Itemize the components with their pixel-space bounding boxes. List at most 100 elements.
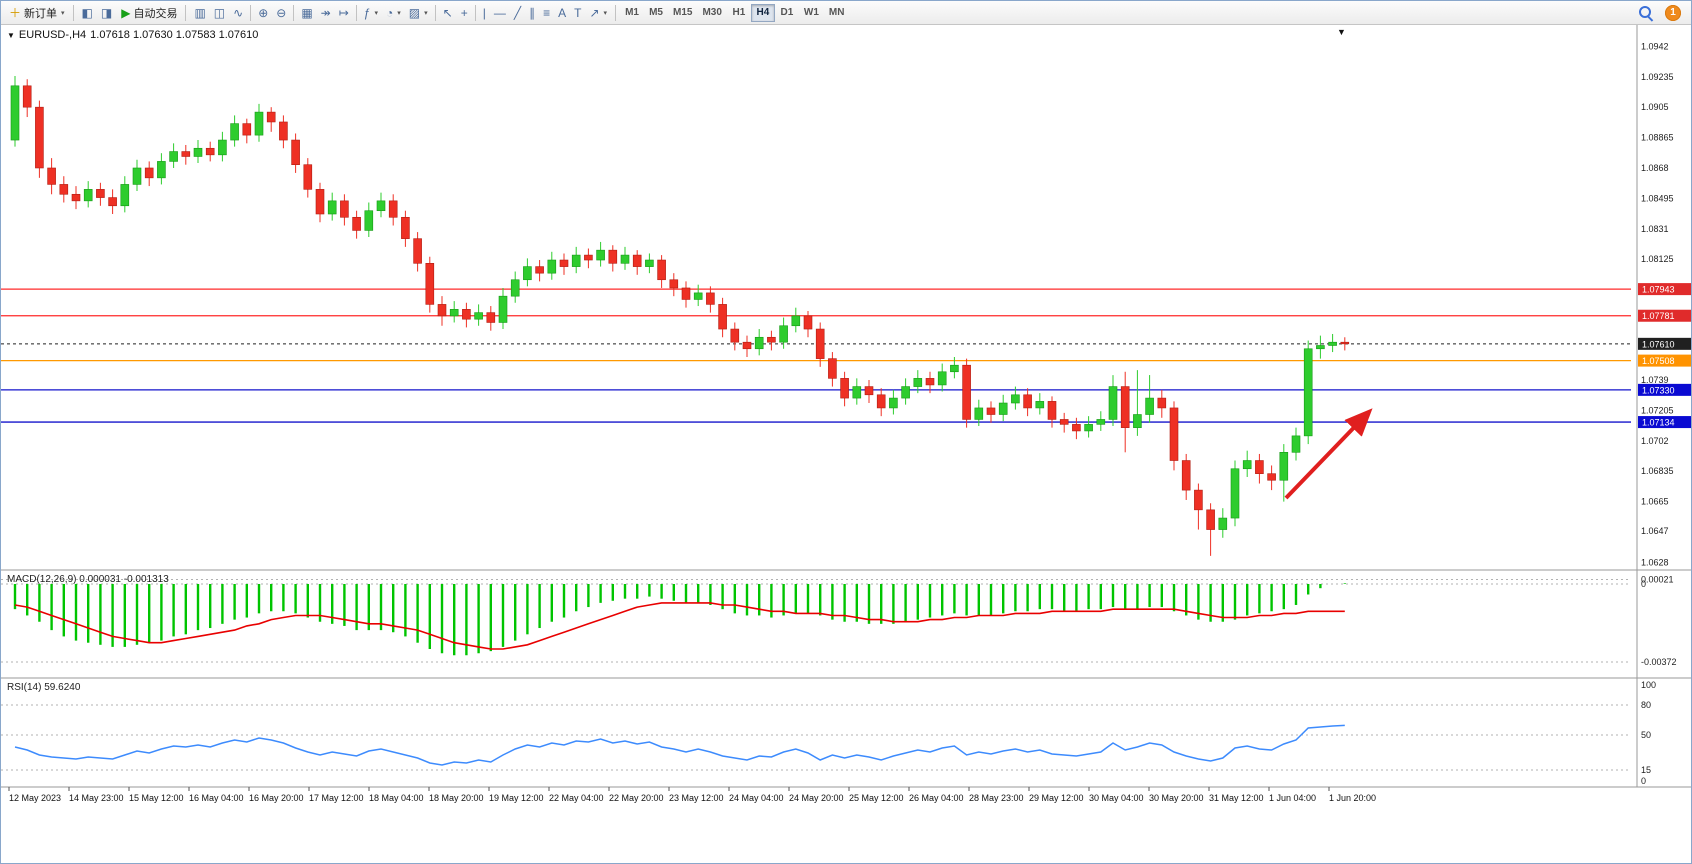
candle-body bbox=[645, 259, 654, 267]
candle-body bbox=[193, 147, 203, 157]
chart-ohlc-title: ▼ EURUSD-,H4 1.07618 1.07630 1.07583 1.0… bbox=[7, 29, 258, 41]
time-axis-label: 14 May 23:00 bbox=[69, 793, 124, 803]
zoom-in-icon: ⊕ bbox=[258, 5, 269, 20]
auto-trading-icon: ▶ bbox=[121, 5, 131, 20]
templates-caret-icon: ▾ bbox=[424, 9, 428, 17]
time-axis-label: 16 May 20:00 bbox=[249, 793, 304, 803]
candle-body bbox=[718, 304, 727, 330]
price-axis-label: 1.0702 bbox=[1641, 436, 1669, 446]
arrows-icon: ↗ bbox=[589, 5, 600, 20]
collapse-triangle-icon[interactable]: ▼ bbox=[7, 30, 15, 40]
price-axis-label: 1.07205 bbox=[1641, 405, 1674, 415]
time-axis-label: 23 May 12:00 bbox=[669, 793, 724, 803]
navigator-button[interactable]: ◨ bbox=[97, 3, 116, 23]
candle-body bbox=[462, 309, 471, 320]
candle-body bbox=[474, 312, 483, 320]
candle-body bbox=[364, 210, 374, 231]
timeframe-h1-button[interactable]: H1 bbox=[727, 4, 751, 22]
rsi-axis-label: 0 bbox=[1641, 776, 1646, 786]
timeframe-m30-button[interactable]: M30 bbox=[697, 4, 726, 22]
bar-chart-button[interactable]: ▥ bbox=[190, 3, 209, 23]
candle-body bbox=[59, 184, 69, 195]
price-axis-label: 1.06835 bbox=[1641, 466, 1674, 476]
candle-body bbox=[1145, 397, 1154, 415]
macd-axis-label: 0 bbox=[1641, 579, 1646, 589]
timeframe-w1-button[interactable]: W1 bbox=[799, 4, 824, 22]
chart-shift-button[interactable]: ↦ bbox=[335, 3, 353, 23]
line-chart-button[interactable]: ∿ bbox=[229, 3, 247, 23]
fibonacci-button[interactable]: ≡ bbox=[539, 3, 554, 23]
candle-body bbox=[291, 139, 300, 165]
zoom-in-button[interactable]: ⊕ bbox=[254, 3, 272, 23]
timeframe-m1-button[interactable]: M1 bbox=[620, 4, 644, 22]
arrows-button[interactable]: ↗ ▾ bbox=[585, 3, 611, 23]
candle-body bbox=[425, 263, 435, 305]
periods-button[interactable]: ◔ ▾ bbox=[382, 3, 405, 23]
price-axis-label: 1.08125 bbox=[1641, 254, 1674, 264]
time-axis-label: 16 May 04:00 bbox=[189, 793, 244, 803]
crosshair-button[interactable]: + bbox=[457, 3, 472, 23]
candle-body bbox=[303, 164, 313, 190]
candle-body bbox=[1328, 341, 1337, 346]
candle-body bbox=[1291, 435, 1301, 453]
new-order-button[interactable]: ＋ 新订单 ▾ bbox=[5, 3, 69, 23]
cursor-button[interactable]: ↖ bbox=[439, 3, 457, 23]
zoom-out-button[interactable]: ⊖ bbox=[272, 3, 290, 23]
price-axis-label: 1.08865 bbox=[1641, 133, 1674, 143]
time-axis-label: 25 May 12:00 bbox=[849, 793, 904, 803]
candlestick-chart-button[interactable]: ◫ bbox=[210, 3, 229, 23]
templates-button[interactable]: ▨ ▾ bbox=[405, 3, 432, 23]
candle-body bbox=[1059, 419, 1069, 425]
candle-body bbox=[1133, 414, 1142, 428]
line-chart-icon: ∿ bbox=[233, 5, 244, 20]
cursor-icon: ↖ bbox=[442, 5, 453, 20]
candle-body bbox=[35, 106, 44, 169]
time-axis[interactable]: 12 May 2023 14 May 23:00 15 May 12:00 16 Ma… bbox=[8, 787, 1376, 803]
price-tag-text: 1.07508 bbox=[1642, 356, 1675, 366]
auto-trading-button[interactable]: ▶ 自动交易 bbox=[117, 3, 181, 23]
trend-arrow[interactable] bbox=[1284, 408, 1373, 500]
candle-body bbox=[498, 295, 508, 323]
tile-windows-button[interactable]: ▦ bbox=[297, 3, 316, 23]
price-axis-label: 1.0831 bbox=[1641, 224, 1669, 234]
text-button[interactable]: A bbox=[554, 3, 570, 23]
price-tag-1.07508 bbox=[1638, 354, 1691, 367]
timeframe-mn-button[interactable]: MN bbox=[824, 4, 850, 22]
timeframe-m15-button[interactable]: M15 bbox=[668, 4, 697, 22]
candle-body bbox=[730, 328, 740, 343]
rsi-axis-label: 80 bbox=[1641, 700, 1651, 710]
timeframe-m5-button[interactable]: M5 bbox=[644, 4, 668, 22]
price-tag-1.07330 bbox=[1638, 383, 1691, 396]
candle-body bbox=[791, 315, 801, 327]
price-chart[interactable]: ▼0.000210-0.0037210080501501.09421.09235… bbox=[1, 25, 1692, 864]
candle-body bbox=[571, 254, 581, 267]
market-watch-button[interactable]: ◧ bbox=[78, 3, 97, 23]
candle-body bbox=[584, 254, 593, 261]
candle-body bbox=[510, 279, 520, 297]
candle-body bbox=[22, 85, 32, 108]
candle-body bbox=[71, 193, 81, 202]
search-icon[interactable] bbox=[1637, 4, 1654, 21]
tile-windows-icon: ▦ bbox=[301, 5, 313, 20]
chart-area[interactable]: ▼ 0.00021 0 -0.00372 100 80 50 15 0 1.0942 1.09235… bbox=[1, 25, 1691, 863]
candle-body bbox=[1072, 424, 1081, 432]
rsi-line bbox=[14, 724, 1345, 766]
timeframe-h4-button[interactable]: H4 bbox=[750, 3, 775, 22]
macd-title: MACD(12,26,9) 0.000031 -0.001313 bbox=[7, 574, 169, 585]
auto-scroll-button[interactable]: ↠ bbox=[317, 3, 335, 23]
text-label-button[interactable]: T bbox=[570, 3, 585, 23]
vertical-line-button[interactable]: | bbox=[479, 3, 490, 23]
candle-body bbox=[1267, 473, 1276, 481]
time-axis-label: 26 May 04:00 bbox=[909, 793, 964, 803]
time-axis-label: 1 Jun 20:00 bbox=[1329, 793, 1376, 803]
price-tag-1.07610 bbox=[1638, 337, 1691, 350]
equidistant-channel-button[interactable]: ∥ bbox=[525, 3, 539, 23]
timeframe-d1-button[interactable]: D1 bbox=[775, 4, 799, 22]
trendline-button[interactable]: ╱ bbox=[510, 3, 525, 23]
horizontal-line-button[interactable]: — bbox=[490, 3, 510, 23]
candle-body bbox=[340, 200, 349, 218]
chart-shift-marker-icon[interactable]: ▼ bbox=[1337, 27, 1346, 37]
indicators-button[interactable]: ƒ ▾ bbox=[360, 3, 382, 23]
price-axis-label: 1.0647 bbox=[1641, 526, 1669, 536]
notification-badge[interactable]: 1 bbox=[1665, 4, 1681, 21]
